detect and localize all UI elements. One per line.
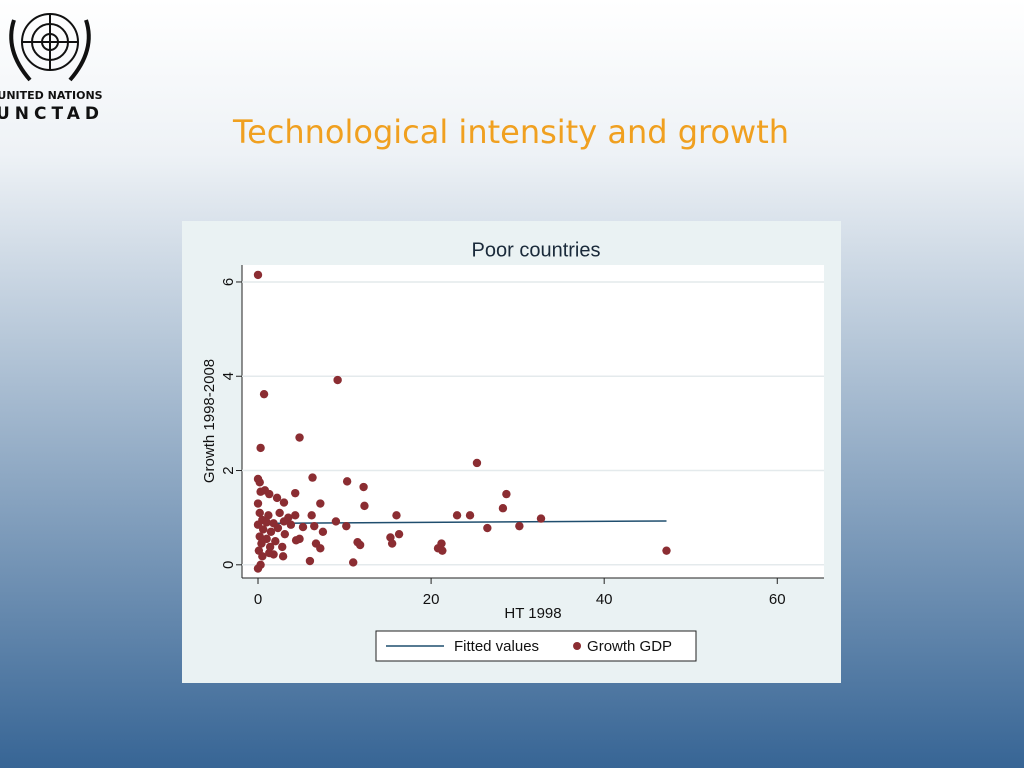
- x-tick-label: 40: [596, 591, 613, 608]
- chart-title: Poor countries: [472, 239, 601, 261]
- data-point: [308, 473, 317, 482]
- data-point: [273, 523, 283, 533]
- data-point: [387, 539, 397, 548]
- data-point: [279, 498, 289, 507]
- data-point: [360, 501, 369, 511]
- data-point: [316, 499, 325, 508]
- data-point: [452, 511, 462, 520]
- data-point: [253, 564, 263, 573]
- data-point: [256, 443, 265, 453]
- data-point: [305, 556, 315, 566]
- data-point: [502, 489, 511, 499]
- data-point: [259, 525, 268, 534]
- legend-symbol: [573, 642, 582, 650]
- data-point: [498, 504, 508, 513]
- data-point: [342, 477, 352, 486]
- data-point: [278, 552, 288, 561]
- data-point: [280, 529, 290, 539]
- data-point: [359, 482, 368, 492]
- data-point: [275, 508, 284, 518]
- y-tick-label: 0: [220, 561, 237, 569]
- data-point: [316, 544, 325, 553]
- data-point: [255, 478, 264, 487]
- data-point: [286, 520, 296, 529]
- data-point: [295, 433, 304, 442]
- data-point: [262, 518, 271, 527]
- logo-line1: UNITED NATIONS: [0, 89, 103, 102]
- data-point: [318, 527, 328, 537]
- data-point: [255, 532, 264, 541]
- data-point: [392, 511, 401, 520]
- y-tick-label: 2: [220, 466, 237, 474]
- un-emblem: [9, 13, 91, 82]
- logo-line2: UNCTAD: [0, 104, 104, 124]
- slide-title: Technological intensity and growth: [232, 113, 789, 151]
- data-point: [472, 458, 482, 468]
- data-point: [298, 522, 308, 532]
- data-point: [271, 537, 280, 546]
- fitted-line: [258, 520, 667, 525]
- data-point: [269, 550, 278, 559]
- data-point: [272, 493, 282, 503]
- data-point: [515, 521, 524, 531]
- data-point: [253, 270, 263, 280]
- data-point: [331, 517, 341, 526]
- x-tick-label: 60: [769, 591, 786, 608]
- data-point: [265, 489, 274, 499]
- legend-label: Fitted values: [454, 638, 539, 655]
- data-point: [342, 521, 351, 531]
- data-point: [307, 511, 316, 520]
- data-point: [257, 539, 266, 548]
- plot-area: [242, 265, 824, 578]
- data-point: [265, 542, 275, 552]
- y-tick-label: 4: [220, 372, 237, 380]
- x-tick-label: 20: [423, 591, 440, 608]
- data-point: [394, 529, 404, 539]
- data-point: [253, 499, 263, 508]
- x-axis-label: HT 1998: [504, 605, 561, 622]
- data-point: [279, 517, 289, 526]
- data-point: [278, 542, 287, 552]
- data-point: [483, 523, 492, 533]
- y-axis-label: Growth 1998-2008: [201, 359, 218, 483]
- data-point: [266, 527, 276, 537]
- data-point: [310, 521, 319, 531]
- data-point: [355, 540, 365, 550]
- data-point: [258, 552, 267, 561]
- data-point: [259, 389, 269, 399]
- data-point: [291, 511, 300, 520]
- data-point: [255, 508, 264, 518]
- data-point: [264, 511, 273, 520]
- data-point: [291, 536, 301, 545]
- data-point: [349, 558, 358, 567]
- data-point: [536, 514, 546, 523]
- data-point: [465, 511, 475, 520]
- x-tick-label: 0: [254, 591, 262, 608]
- data-point: [662, 546, 671, 555]
- data-point: [438, 546, 447, 555]
- y-tick-label: 6: [220, 278, 237, 286]
- legend-label: Growth GDP: [587, 638, 672, 655]
- data-point: [291, 488, 300, 498]
- data-point: [333, 375, 342, 385]
